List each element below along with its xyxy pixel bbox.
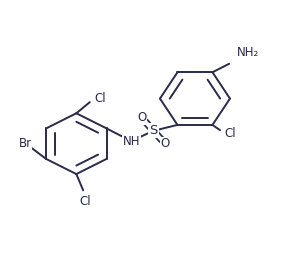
Text: O: O — [137, 111, 147, 124]
Text: S: S — [149, 124, 158, 137]
Text: Cl: Cl — [94, 92, 106, 105]
Text: O: O — [160, 137, 170, 150]
Text: Cl: Cl — [225, 127, 236, 140]
Text: NH: NH — [122, 135, 140, 148]
Text: Br: Br — [18, 137, 32, 150]
Text: NH₂: NH₂ — [237, 46, 259, 59]
Text: Cl: Cl — [79, 195, 91, 208]
